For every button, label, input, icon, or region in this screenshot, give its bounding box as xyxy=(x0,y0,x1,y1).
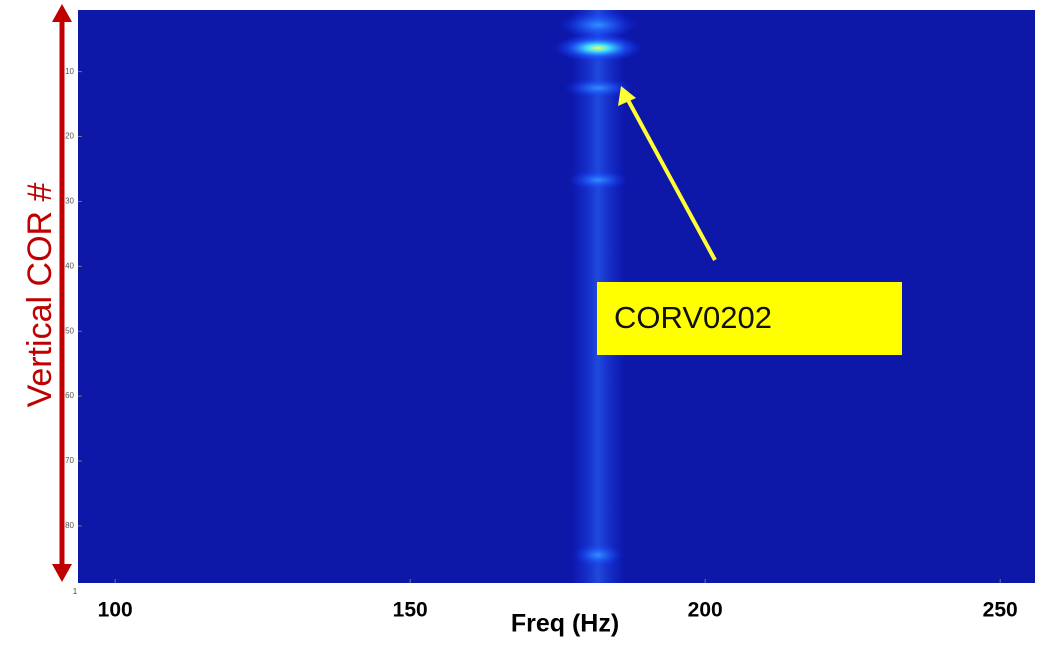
y-axis-title: Vertical COR # xyxy=(21,182,59,407)
y-tick-label: 40 xyxy=(65,261,74,270)
y-tick-label: 50 xyxy=(65,326,74,335)
x-tick-label: 150 xyxy=(393,599,428,622)
y-tick-label: 70 xyxy=(65,456,74,465)
y-tick-label: 60 xyxy=(65,391,74,400)
chart: 100 150 200 250 10 20 30 40 50 60 70 80 Vertical CO… xyxy=(0,0,1044,643)
corner-label: 1 xyxy=(73,587,78,596)
x-axis-title: Freq (Hz) xyxy=(511,610,619,638)
page: 100 150 200 250 10 20 30 40 50 60 70 80 Vertical CO… xyxy=(0,0,1044,643)
x-tick-label: 200 xyxy=(688,599,723,622)
annotation-text: CORV0202 xyxy=(614,300,772,335)
y-tick-label: 20 xyxy=(65,132,74,141)
y-tick-label: 80 xyxy=(65,521,74,530)
y-tick-label: 10 xyxy=(65,67,74,76)
y-tick-label: 30 xyxy=(65,197,74,206)
x-tick-label: 250 xyxy=(983,599,1018,622)
x-tick-label: 100 xyxy=(98,599,133,622)
